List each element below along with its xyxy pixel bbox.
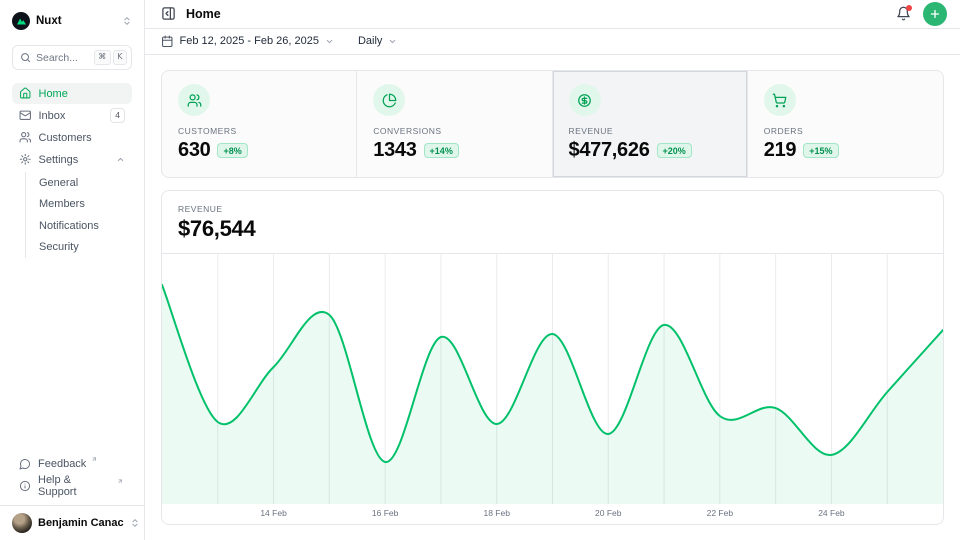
header-actions bbox=[896, 2, 947, 26]
filter-toolbar: Feb 12, 2025 - Feb 26, 2025 Daily bbox=[145, 29, 960, 55]
sidebar-item-customers[interactable]: Customers bbox=[12, 127, 132, 148]
x-axis-tick-label: 24 Feb bbox=[818, 508, 844, 518]
help-support-link[interactable]: Help & Support bbox=[12, 475, 132, 496]
kbd-k: K bbox=[113, 50, 127, 64]
stat-label: CONVERSIONS bbox=[373, 126, 535, 136]
sidebar: Nuxt Search... ⌘ K Home bbox=[0, 0, 145, 540]
x-axis-tick-label: 18 Feb bbox=[483, 508, 509, 518]
sidebar-nav: Home Inbox 4 Customers Settings bbox=[12, 83, 132, 258]
x-axis-tick-label: 20 Feb bbox=[595, 508, 621, 518]
footer-link-label: Help & Support bbox=[38, 474, 112, 498]
stat-change-badge: +20% bbox=[657, 143, 692, 158]
chart-metric-value: $76,544 bbox=[178, 216, 927, 242]
user-name: Benjamin Canac bbox=[38, 517, 124, 529]
sidebar-item-label: Settings bbox=[39, 154, 79, 166]
sidebar-spacer bbox=[12, 258, 132, 453]
stat-value: 219 bbox=[764, 139, 796, 162]
stat-card-revenue[interactable]: REVENUE $477,626 +20% bbox=[553, 71, 748, 177]
gear-icon bbox=[19, 153, 32, 166]
stats-row: CUSTOMERS 630 +8% CONVERSIONS 1343 +14% bbox=[161, 70, 944, 178]
user-menu[interactable]: Benjamin Canac bbox=[0, 505, 144, 540]
search-placeholder: Search... bbox=[36, 52, 89, 64]
external-link-icon bbox=[91, 456, 98, 463]
main-area: Home Feb 12, 2 bbox=[145, 0, 960, 540]
search-input[interactable]: Search... ⌘ K bbox=[12, 45, 132, 70]
revenue-area-chart[interactable] bbox=[162, 254, 943, 504]
external-link-icon bbox=[117, 478, 124, 485]
revenue-chart-card: REVENUE $76,544 14 Feb 16 Feb 18 Feb 20 Feb… bbox=[161, 190, 944, 525]
stat-change-badge: +15% bbox=[803, 143, 838, 158]
sidebar-item-home[interactable]: Home bbox=[12, 83, 132, 104]
sidebar-item-notifications[interactable]: Notifications bbox=[26, 215, 132, 237]
x-axis-tick-label: 16 Feb bbox=[372, 508, 398, 518]
dashboard-content: CUSTOMERS 630 +8% CONVERSIONS 1343 +14% bbox=[145, 55, 960, 540]
period-select[interactable]: Daily bbox=[358, 35, 397, 47]
stat-card-customers[interactable]: CUSTOMERS 630 +8% bbox=[162, 71, 357, 177]
users-icon bbox=[19, 131, 32, 144]
stat-label: CUSTOMERS bbox=[178, 126, 340, 136]
top-header: Home bbox=[145, 0, 960, 29]
circle-dollar-icon bbox=[569, 84, 601, 116]
chevron-up-icon bbox=[116, 155, 125, 164]
stat-change-badge: +8% bbox=[217, 143, 247, 158]
app-window: Nuxt Search... ⌘ K Home bbox=[0, 0, 960, 540]
workspace-name: Nuxt bbox=[36, 15, 116, 27]
chevron-down-icon bbox=[325, 37, 334, 46]
chart-pie-icon bbox=[373, 84, 405, 116]
nuxt-logo-icon bbox=[12, 12, 30, 30]
stat-label: REVENUE bbox=[569, 126, 731, 136]
stat-value: 630 bbox=[178, 139, 210, 162]
workspace-switcher[interactable]: Nuxt bbox=[12, 10, 132, 32]
stat-change-badge: +14% bbox=[424, 143, 459, 158]
sidebar-item-inbox[interactable]: Inbox 4 bbox=[12, 105, 132, 126]
info-circle-icon bbox=[19, 480, 31, 492]
stat-card-orders[interactable]: ORDERS 219 +15% bbox=[748, 71, 943, 177]
date-range-picker[interactable]: Feb 12, 2025 - Feb 26, 2025 bbox=[161, 35, 334, 48]
mail-icon bbox=[19, 109, 32, 122]
stat-value: 1343 bbox=[373, 139, 416, 162]
page-title: Home bbox=[186, 7, 221, 21]
sidebar-item-members[interactable]: Members bbox=[26, 194, 132, 216]
search-icon bbox=[20, 52, 31, 63]
avatar bbox=[12, 513, 32, 533]
sidebar-collapse-button[interactable] bbox=[161, 6, 176, 21]
sidebar-item-label: Inbox bbox=[39, 110, 66, 122]
kbd-cmd: ⌘ bbox=[94, 50, 111, 64]
stat-value: $477,626 bbox=[569, 139, 650, 162]
chart-metric-label: REVENUE bbox=[178, 204, 927, 214]
home-icon bbox=[19, 87, 32, 100]
x-axis-tick-label: 22 Feb bbox=[707, 508, 733, 518]
panel-left-close-icon bbox=[161, 6, 176, 21]
inbox-count-badge: 4 bbox=[110, 108, 125, 123]
search-shortcut: ⌘ K bbox=[94, 50, 127, 64]
footer-link-label: Feedback bbox=[38, 458, 86, 470]
notification-dot bbox=[906, 5, 912, 11]
chart-header: REVENUE $76,544 bbox=[162, 191, 943, 254]
sidebar-item-label: Customers bbox=[39, 132, 92, 144]
sidebar-item-settings[interactable]: Settings bbox=[12, 149, 132, 170]
shopping-cart-icon bbox=[764, 84, 796, 116]
stat-label: ORDERS bbox=[764, 126, 927, 136]
settings-subnav: General Members Notifications Security bbox=[25, 172, 132, 258]
chevron-up-down-icon bbox=[122, 16, 132, 26]
chat-bubble-icon bbox=[19, 458, 31, 470]
sidebar-item-general[interactable]: General bbox=[26, 172, 132, 194]
x-axis: 14 Feb 16 Feb 18 Feb 20 Feb 22 Feb 24 Feb bbox=[162, 504, 943, 524]
feedback-link[interactable]: Feedback bbox=[12, 453, 132, 474]
users-icon bbox=[178, 84, 210, 116]
x-axis-tick-label: 14 Feb bbox=[260, 508, 286, 518]
period-label: Daily bbox=[358, 35, 382, 47]
chevron-down-icon bbox=[388, 37, 397, 46]
chevron-up-down-icon bbox=[130, 518, 140, 528]
sidebar-item-label: Home bbox=[39, 88, 68, 100]
date-range-label: Feb 12, 2025 - Feb 26, 2025 bbox=[180, 35, 319, 47]
sidebar-item-security[interactable]: Security bbox=[26, 237, 132, 259]
add-button[interactable] bbox=[923, 2, 947, 26]
notifications-button[interactable] bbox=[896, 6, 911, 21]
sidebar-footer-links: Feedback Help & Support bbox=[12, 453, 132, 505]
plus-icon bbox=[929, 8, 941, 20]
calendar-icon bbox=[161, 35, 174, 48]
stat-card-conversions[interactable]: CONVERSIONS 1343 +14% bbox=[357, 71, 552, 177]
